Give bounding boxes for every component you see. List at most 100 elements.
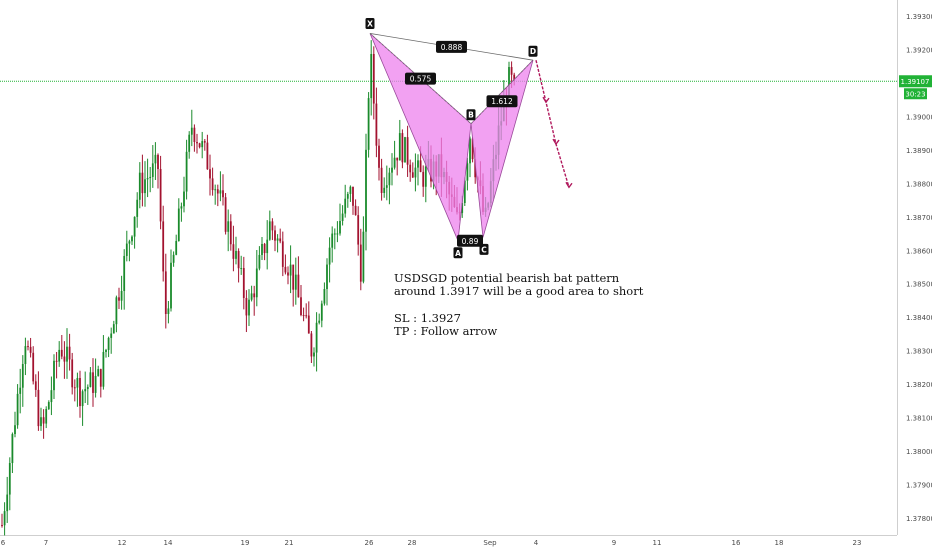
candle-body [349, 186, 352, 194]
y-tick-label: 1.38400 [906, 314, 932, 322]
x-tick-label: 6 [1, 539, 6, 547]
candle-body [79, 377, 81, 407]
candle-body [276, 238, 279, 241]
candle-body [463, 180, 466, 204]
candle-body [58, 349, 61, 362]
candle-body [235, 250, 237, 259]
candle-body [68, 346, 71, 360]
candle-body [359, 244, 362, 282]
candle-body [157, 154, 159, 169]
candle-body [14, 425, 16, 435]
candle-body [367, 98, 370, 150]
candle-body [32, 352, 35, 382]
candle-body [138, 172, 141, 200]
candle-body [92, 372, 94, 393]
candle-body [396, 157, 399, 161]
candle-body [196, 142, 198, 144]
candle-body [211, 178, 214, 191]
candle-body [99, 369, 102, 387]
candle-body [255, 268, 258, 298]
pattern-point-label: C [481, 245, 487, 254]
candle-body [84, 389, 87, 392]
x-tick-label: 11 [653, 539, 662, 547]
candle-body [141, 172, 144, 194]
bat-pattern[interactable]: X A B C D 0.575 0.888 0.89 1.612 [365, 17, 538, 259]
candle-body [216, 189, 219, 194]
candle-body [326, 264, 328, 290]
candle-body [183, 191, 185, 207]
x-tick-label: 9 [612, 539, 616, 547]
candle-body [198, 143, 201, 148]
candle-body [424, 166, 427, 187]
candle-body [318, 320, 321, 323]
y-tick-label: 1.37900 [906, 481, 932, 489]
candle-body [279, 238, 282, 242]
pattern-point-box [365, 17, 375, 29]
candle-body [422, 171, 425, 187]
candle-body [146, 178, 149, 180]
candle-body [159, 168, 162, 222]
candle-body [237, 250, 240, 269]
pattern-point-box [479, 243, 489, 255]
candle-body [393, 157, 396, 168]
countdown-box [904, 88, 927, 100]
candle-body [120, 290, 123, 301]
candle-body [302, 315, 305, 317]
candle-body [118, 297, 120, 301]
x-axis[interactable]: 6 7 12 14 19 21 26 28 Sep 4 9 11 16 18 23 [1, 539, 862, 547]
candle-body [131, 236, 133, 242]
countdown-value: 30:23 [905, 90, 925, 98]
candle-body [34, 381, 37, 390]
candle-body [136, 199, 139, 217]
candle-body [250, 293, 253, 300]
candle-body [6, 494, 9, 512]
candle-body [19, 387, 22, 394]
candle-body [206, 142, 209, 170]
candle-body [240, 268, 243, 270]
candle-body [112, 324, 115, 334]
x-tick-label: 12 [118, 539, 127, 547]
candle-body [248, 299, 250, 316]
y-axis[interactable]: 1.39300 1.39200 1.39000 1.38900 1.38800 1.387… [906, 13, 932, 523]
pattern-ratio-box [486, 95, 518, 108]
candle-body [341, 213, 344, 221]
candle-body [266, 239, 269, 254]
candle-body [172, 254, 175, 263]
y-tick-label: 1.38600 [906, 247, 932, 255]
candle-body [313, 352, 315, 357]
candle-body [110, 333, 113, 338]
note-line-2: around 1.3917 will be a good area to sho… [394, 284, 644, 298]
pattern-ratio-box [436, 40, 467, 53]
candle-body [214, 189, 217, 191]
x-tick-label: 18 [775, 539, 784, 547]
pattern-point-box [453, 247, 463, 259]
candle-body [419, 160, 422, 172]
candle-body [287, 272, 289, 276]
candle-body [362, 231, 365, 282]
candle-body [27, 346, 29, 348]
pattern-ratio-label: 1.612 [491, 97, 513, 106]
candle-body [370, 53, 373, 99]
y-tick-label: 1.38000 [906, 448, 932, 456]
candle-body [29, 346, 32, 353]
candle-body [40, 417, 42, 427]
candle-body [94, 375, 97, 393]
pattern-ratio-box [405, 72, 436, 85]
projection-arrow [535, 60, 573, 189]
candle-body [3, 511, 6, 526]
candle-body [274, 230, 276, 241]
candle-body [263, 243, 266, 254]
pattern-point-label: D [530, 47, 536, 56]
y-tick-label: 1.39200 [906, 47, 932, 55]
pattern-ratio-label: 0.575 [410, 75, 432, 84]
candle-body [271, 221, 274, 231]
candle-body [16, 393, 19, 426]
candle-body [219, 190, 222, 194]
candle-body [37, 389, 40, 427]
projection-path [535, 60, 570, 188]
candle-body [76, 377, 79, 388]
pattern-point-box [466, 109, 476, 121]
candle-body [328, 247, 331, 265]
candle-body [1, 524, 3, 526]
